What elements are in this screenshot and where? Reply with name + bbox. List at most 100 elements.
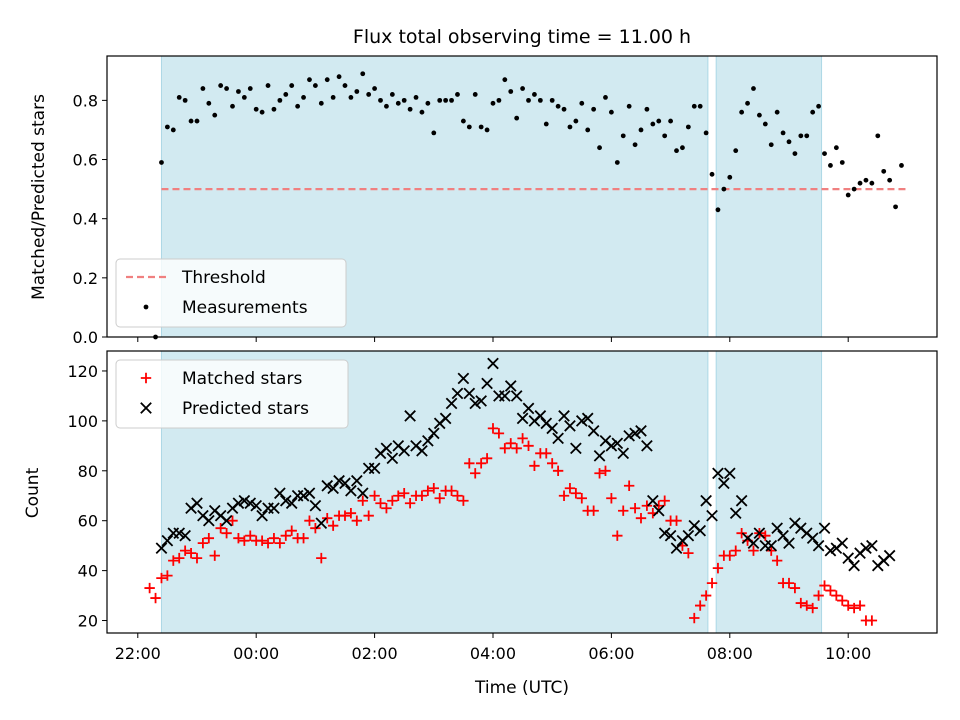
data-point (218, 83, 224, 88)
data-point (387, 495, 398, 506)
data-point (700, 494, 712, 507)
data-point (279, 494, 292, 507)
data-point (209, 550, 220, 561)
data-point (259, 109, 265, 115)
data-point (576, 493, 587, 504)
data-point (706, 577, 718, 589)
ratio-panel: 0.0 0.2 0.4 0.6 0.8 Threshold Measurements (73, 55, 938, 347)
data-point (404, 498, 416, 509)
data-point (470, 468, 481, 479)
data-point (289, 83, 295, 88)
data-point (594, 468, 605, 479)
data-point (356, 487, 369, 500)
data-point (612, 530, 623, 541)
data-point (469, 397, 482, 410)
data-point (691, 103, 697, 109)
y-axis-label-ratio: Matched/Predicted stars (29, 94, 49, 300)
data-point (623, 480, 635, 491)
data-point (155, 542, 168, 554)
data-point (899, 163, 904, 168)
x-tick-label: 06:00 (588, 644, 634, 663)
data-point (504, 380, 517, 392)
data-point (407, 106, 413, 112)
series-measurements (153, 71, 904, 340)
data-point (304, 515, 315, 526)
data-point (487, 357, 499, 370)
data-point (606, 493, 617, 504)
data-point (351, 515, 363, 526)
data-point (866, 615, 878, 626)
data-point (499, 443, 511, 454)
legend: Matched stars Predicted stars (115, 359, 349, 429)
data-point (786, 139, 792, 145)
data-point (730, 545, 741, 556)
data-point (564, 420, 576, 432)
data-point (658, 527, 671, 540)
data-point (712, 562, 724, 574)
data-point (839, 160, 845, 165)
legend-predicted-swatch (140, 402, 152, 414)
data-point (327, 520, 339, 531)
data-point (818, 522, 831, 535)
y-tick-label: 0.8 (73, 91, 98, 110)
data-point (603, 95, 608, 100)
data-point (295, 103, 301, 109)
data-point (517, 433, 528, 444)
data-point (662, 133, 668, 139)
data-point (318, 100, 324, 106)
chart-title: Flux total observing time = 11.00 h (353, 26, 691, 48)
data-point (875, 133, 881, 139)
data-point (333, 474, 345, 487)
data-point (416, 490, 428, 501)
data-point (715, 207, 721, 213)
data-point (670, 542, 683, 554)
data-point (191, 497, 203, 510)
data-point (238, 494, 251, 507)
data-point (650, 121, 656, 127)
data-point (446, 485, 457, 496)
data-point (262, 537, 274, 549)
data-point (570, 442, 582, 455)
data-point (345, 508, 357, 519)
data-point (812, 539, 825, 552)
data-point (652, 504, 665, 517)
data-point (567, 124, 573, 130)
legend-label: Matched stars (182, 369, 302, 389)
data-point (439, 412, 452, 425)
data-point (617, 447, 630, 460)
data-point (505, 438, 516, 449)
data-point (283, 92, 289, 97)
data-point (608, 109, 614, 115)
data-point (164, 124, 170, 130)
data-point (780, 130, 786, 136)
data-point (532, 92, 537, 97)
data-point (748, 545, 759, 556)
data-point (220, 514, 233, 527)
data-point (350, 474, 363, 487)
data-point (739, 109, 745, 115)
data-point (307, 77, 312, 83)
data-point (285, 497, 298, 510)
data-point (510, 390, 523, 402)
data-point (268, 502, 280, 515)
data-point (831, 590, 842, 601)
data-point (245, 530, 256, 541)
data-point (881, 168, 887, 174)
data-point (706, 509, 718, 522)
data-point (490, 100, 496, 106)
data-point (721, 186, 727, 192)
data-point (736, 527, 747, 539)
data-point (156, 572, 167, 584)
data-point (674, 148, 679, 154)
data-point (239, 535, 250, 546)
data-point (848, 559, 860, 572)
data-point (685, 124, 691, 130)
legend-matched-swatch (140, 372, 152, 384)
data-point (514, 115, 520, 121)
data-point (464, 458, 475, 469)
y-axis-label-count: Count (23, 467, 43, 518)
data-point (422, 435, 434, 447)
data-point (792, 151, 798, 157)
y-tick-label: 80 (78, 462, 98, 481)
